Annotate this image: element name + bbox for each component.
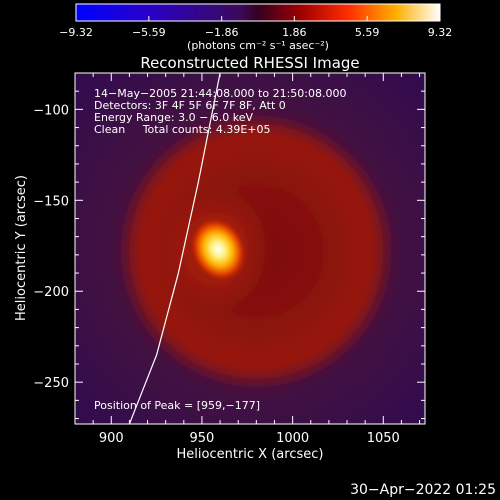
y-axis-label: Heliocentric Y (arcsec) [14,175,29,321]
annotation-detectors: Detectors: 3F 4F 5F 6F 7F 8F, Att 0 [94,99,286,112]
chart-title: Reconstructed RHESSI Image [140,54,359,72]
plot-frame [74,72,426,425]
colorbar-units: (photons cm⁻² s⁻¹ asec⁻²) [187,39,329,52]
x-tick-label: 900 [99,431,124,446]
y-tick-label: −250 [33,376,69,391]
colorbar-tick-label: −9.32 [59,26,93,39]
x-tick-label: 950 [190,431,215,446]
x-tick-label: 1050 [367,431,400,446]
annotation-clean-counts: Clean Total counts: 4.39E+05 [94,123,271,136]
colorbar-tick-label: −5.59 [132,26,166,39]
y-axis-ticks: −100 −150 −200 −250 [33,90,425,420]
y-tick-label: −150 [33,194,69,209]
annotation-energy-range: Energy Range: 3.0 − 6.0 keV [94,111,254,124]
colorbar-ticks: −9.32 −5.59 −1.86 1.86 5.59 9.32 [59,16,452,39]
timestamp: 30−Apr−2022 01:25 [350,482,496,498]
colorbar-tick-label: 1.86 [282,26,307,39]
y-tick-label: −200 [33,285,69,300]
image-area [75,73,425,424]
x-axis-label: Heliocentric X (arcsec) [177,447,324,462]
colorbar [76,4,440,21]
colorbar-tick-label: 9.32 [428,26,453,39]
peak-source [189,216,248,283]
y-tick-label: −100 [33,103,69,118]
colorbar-frame [75,3,441,22]
solar-limb-line [128,73,221,424]
annotation-peak-position: Position of Peak = [959,−177] [94,399,260,412]
annotation-time-range: 14−May−2005 21:44:08.000 to 21:50:08.000 [94,87,347,100]
colorbar-tick-label: −1.86 [205,26,239,39]
x-tick-label: 1000 [276,431,309,446]
x-axis-ticks: 900 950 1000 1050 [92,73,421,446]
colorbar-tick-label: 5.59 [355,26,380,39]
